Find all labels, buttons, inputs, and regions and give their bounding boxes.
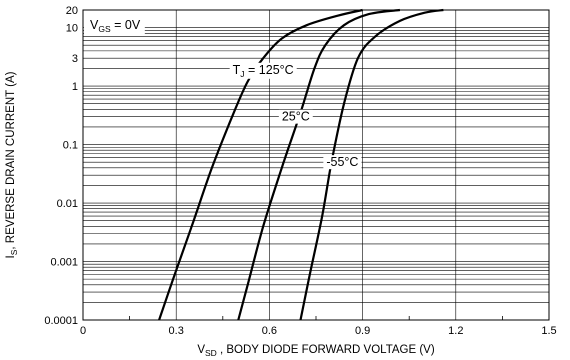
series-label-text-0-prefix: T [233, 63, 241, 77]
plot-frame [82, 9, 550, 321]
series-label-text-2-text: -55°C [326, 155, 358, 169]
curve-labels: TJ = 125°C 25°C -55°C [229, 62, 362, 170]
x-tick-label: 1.2 [448, 325, 463, 337]
condition-text-text: = 0V [111, 18, 141, 32]
series-label-text-1: 25°C [282, 110, 310, 124]
series-label-0: TJ = 125°C [229, 62, 297, 79]
gate-voltage-condition: VGS = 0V [84, 17, 145, 35]
x-axis-label: VSD , BODY DIODE FORWARD VOLTAGE (V) [197, 344, 435, 358]
x-tick-label: 0 [80, 325, 86, 337]
y-tick-label: 3 [72, 53, 78, 65]
x-axis-title-text: , BODY DIODE FORWARD VOLTAGE (V) [217, 344, 435, 356]
x-axis-title-subscript: SD [205, 348, 217, 358]
condition-bg [84, 17, 145, 35]
series-label-1: 25°C [278, 109, 313, 124]
y-axis-title-subscript: S [9, 249, 19, 255]
series-label-2: -55°C [323, 155, 362, 170]
series-label-text-0: TJ = 125°C [233, 63, 294, 79]
series-label-text-0-text: = 125°C [245, 63, 294, 77]
y-tick-label: 0.1 [63, 140, 78, 152]
x-tick-label: 0.6 [262, 325, 277, 337]
y-axis-title-text: , REVERSE DRAIN CURRENT (A) [5, 71, 17, 249]
condition-text-subscript: GS [98, 24, 111, 34]
series-label-bg [229, 62, 297, 79]
x-tick-label: 0.9 [355, 325, 370, 337]
y-tick-label: 20 [66, 5, 78, 17]
y-tick-label: 10 [66, 23, 78, 35]
series-label-text-2: -55°C [326, 155, 358, 169]
y-axis-title: IS, REVERSE DRAIN CURRENT (A) [5, 71, 19, 258]
condition-text-prefix: V [90, 18, 99, 32]
y-tick-label: 0.01 [57, 198, 78, 210]
x-tick-label: 1.5 [541, 325, 556, 337]
y-axis-label: IS, REVERSE DRAIN CURRENT (A) [5, 71, 19, 258]
y-tick-labels: 20 10 3 1 0.1 0.01 0.001 0.0001 [44, 5, 78, 327]
series-label-bg [278, 109, 313, 124]
y-tick-label: 0.001 [50, 257, 78, 269]
y-axis-title-prefix: I [5, 255, 17, 258]
x-tick-label: 0.3 [169, 325, 184, 337]
y-tick-label: 0.0001 [44, 315, 78, 327]
series-label-text-1-text: 25°C [282, 110, 310, 124]
x-axis-title-prefix: V [197, 344, 205, 356]
x-tick-labels: 0 0.3 0.6 0.9 1.2 1.5 [80, 325, 557, 337]
grid [82, 9, 550, 321]
series-line-0 [158, 8, 363, 321]
series-line-1 [237, 8, 401, 321]
x-axis-title: VSD , BODY DIODE FORWARD VOLTAGE (V) [197, 344, 435, 358]
condition-text: VGS = 0V [90, 18, 141, 34]
series-label-text-0-subscript: J [240, 69, 244, 79]
y-tick-label: 1 [72, 81, 78, 93]
curves [158, 8, 444, 321]
series-label-bg [323, 155, 362, 170]
series-line-2 [299, 8, 444, 321]
